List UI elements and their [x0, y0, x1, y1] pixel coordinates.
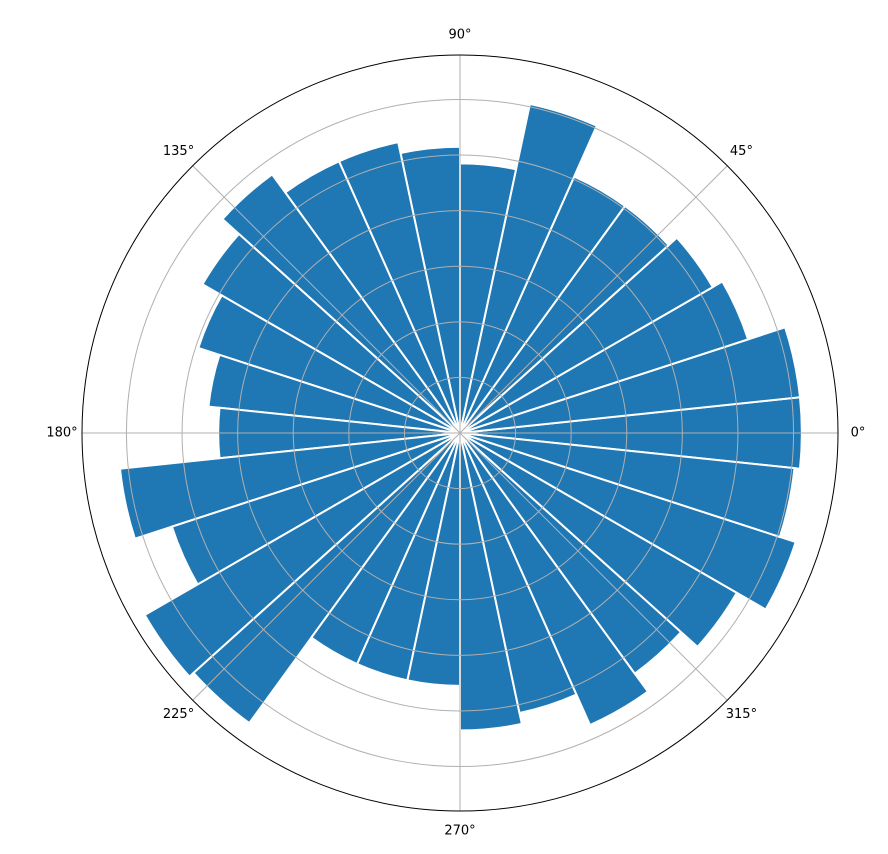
polar-frame	[81, 54, 839, 812]
polar-bar-16	[118, 432, 461, 540]
polar-bar-6	[459, 102, 599, 434]
theta-gridline-45	[459, 165, 728, 434]
polar-bar-11	[221, 173, 461, 434]
theta-tick-label: 90°	[448, 28, 471, 43]
theta-tick-labels: 0° 45° 90° 135° 180° 225° 270° 315°	[46, 28, 865, 839]
polar-bar-18	[143, 432, 461, 679]
polar-bar-12	[201, 232, 461, 434]
polar-bar-14	[207, 353, 461, 434]
theta-gridline-315	[459, 432, 728, 701]
polar-bar-2	[459, 280, 750, 434]
polar-bar-25	[459, 432, 650, 727]
polar-bar-1	[459, 326, 802, 434]
bars-layer	[118, 102, 803, 732]
polar-bar-29	[459, 432, 796, 539]
theta-tick-label: 180°	[46, 426, 77, 441]
polar-bar-13	[197, 294, 461, 434]
theta-tick-label: 315°	[726, 707, 757, 722]
theta-tick-label: 135°	[163, 144, 194, 159]
theta-tick-label: 0°	[851, 426, 866, 441]
theta-gridline-135	[192, 165, 461, 434]
theta-tick-label: 225°	[163, 707, 194, 722]
theta-tick-label: 270°	[444, 824, 475, 839]
theta-tick-label: 45°	[730, 144, 753, 159]
grid-layer	[82, 55, 838, 811]
theta-gridline-225	[192, 432, 461, 701]
polar-bar-28	[459, 432, 797, 611]
polar-bar-19	[192, 432, 461, 725]
polar-bar-3	[459, 236, 715, 434]
